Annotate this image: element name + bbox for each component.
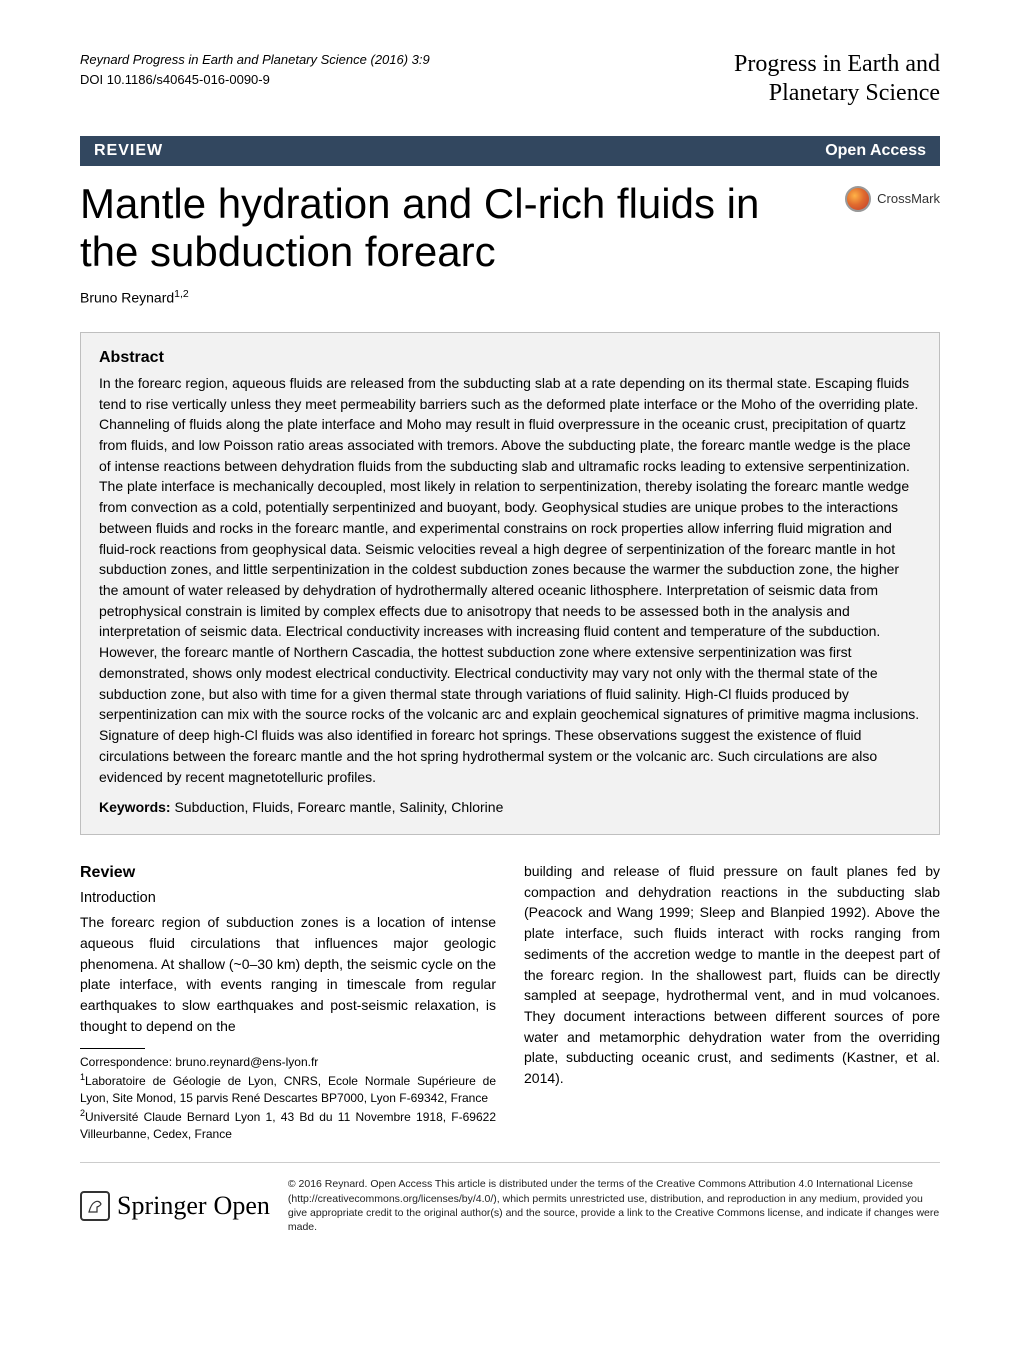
abstract-text: In the forearc region, aqueous fluids ar… — [99, 373, 921, 787]
journal-line2: Planetary Science — [769, 80, 940, 106]
running-header: Reynard Progress in Earth and Planetary … — [80, 50, 940, 108]
right-column: building and release of fluid pressure o… — [524, 861, 940, 1142]
crossmark-label: CrossMark — [877, 191, 940, 206]
article-title: Mantle hydration and Cl-rich fluids in t… — [80, 180, 827, 277]
title-row: Mantle hydration and Cl-rich fluids in t… — [80, 180, 940, 285]
author-affil-sup: 1,2 — [174, 288, 189, 300]
keywords-label: Keywords: — [99, 799, 171, 815]
author-list: Bruno Reynard1,2 — [80, 288, 940, 306]
footnotes: Correspondence: bruno.reynard@ens-lyon.f… — [80, 1048, 496, 1142]
footer: Springer Open © 2016 Reynard. Open Acces… — [80, 1162, 940, 1234]
keywords-values: Subduction, Fluids, Forearc mantle, Sali… — [174, 799, 503, 815]
intro-heading: Introduction — [80, 888, 496, 909]
open-access-label: Open Access — [825, 142, 926, 160]
body-columns: Review Introduction The forearc region o… — [80, 861, 940, 1142]
open-text: Open — [214, 1191, 270, 1221]
doi-text: DOI 10.1186/s40645-016-0090-9 — [80, 72, 270, 87]
affiliation-2: 2Université Claude Bernard Lyon 1, 43 Bd… — [80, 1107, 496, 1143]
footnote-separator — [80, 1048, 145, 1049]
horse-icon-svg — [85, 1196, 105, 1216]
author-name: Bruno Reynard — [80, 290, 174, 306]
intro-text-right: building and release of fluid pressure o… — [524, 861, 940, 1089]
journal-line1: Progress in Earth and — [734, 51, 940, 77]
crossmark-icon — [845, 186, 871, 212]
license-text: © 2016 Reynard. Open Access This article… — [288, 1177, 940, 1234]
header-citation-block: Reynard Progress in Earth and Planetary … — [80, 50, 430, 89]
abstract-box: Abstract In the forearc region, aqueous … — [80, 332, 940, 835]
intro-text-left: The forearc region of subduction zones i… — [80, 912, 496, 1036]
crossmark-badge[interactable]: CrossMark — [845, 186, 940, 212]
springer-horse-icon — [80, 1191, 110, 1221]
correspondence: Correspondence: bruno.reynard@ens-lyon.f… — [80, 1054, 496, 1071]
springer-text: Springer — [117, 1191, 207, 1221]
review-heading: Review — [80, 861, 496, 885]
affiliation-1: 1Laboratoire de Géologie de Lyon, CNRS, … — [80, 1071, 496, 1107]
article-type-banner: REVIEW Open Access — [80, 136, 940, 166]
article-type-label: REVIEW — [94, 142, 163, 160]
abstract-heading: Abstract — [99, 349, 921, 367]
journal-name: Progress in Earth and Planetary Science — [734, 50, 940, 108]
keywords-line: Keywords: Subduction, Fluids, Forearc ma… — [99, 797, 921, 818]
springer-open-logo: Springer Open — [80, 1191, 270, 1221]
citation-text: Reynard Progress in Earth and Planetary … — [80, 52, 430, 67]
left-column: Review Introduction The forearc region o… — [80, 861, 496, 1142]
